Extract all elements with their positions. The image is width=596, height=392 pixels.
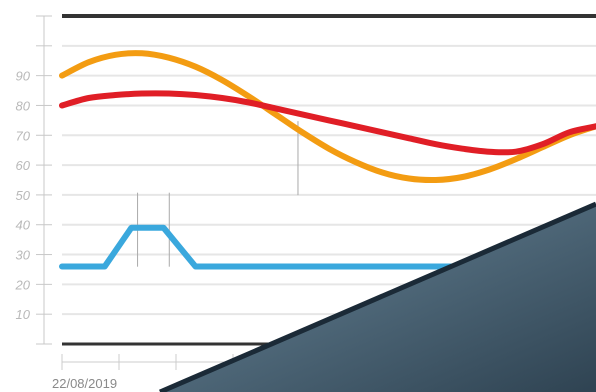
y-tick-label: 90 [16,69,31,84]
y-tick-label: 50 [16,188,31,203]
y-tick-label: 20 [15,277,31,292]
y-tick-label: 70 [16,128,31,143]
series-lines [62,53,596,266]
y-tick-label: 30 [16,248,31,263]
y-tick-label: 40 [16,218,31,233]
series-line [62,53,596,180]
x-start-date-label: 22/08/2019 [52,376,117,391]
series-line [62,93,596,152]
series-line [62,228,463,267]
y-axis [36,16,52,344]
y-tick-label: 60 [16,158,31,173]
y-tick-label: 10 [16,307,31,322]
y-tick-labels: 10 20 30 40 50 60 70 80 90 [15,69,31,323]
y-tick-label: 80 [16,98,31,113]
